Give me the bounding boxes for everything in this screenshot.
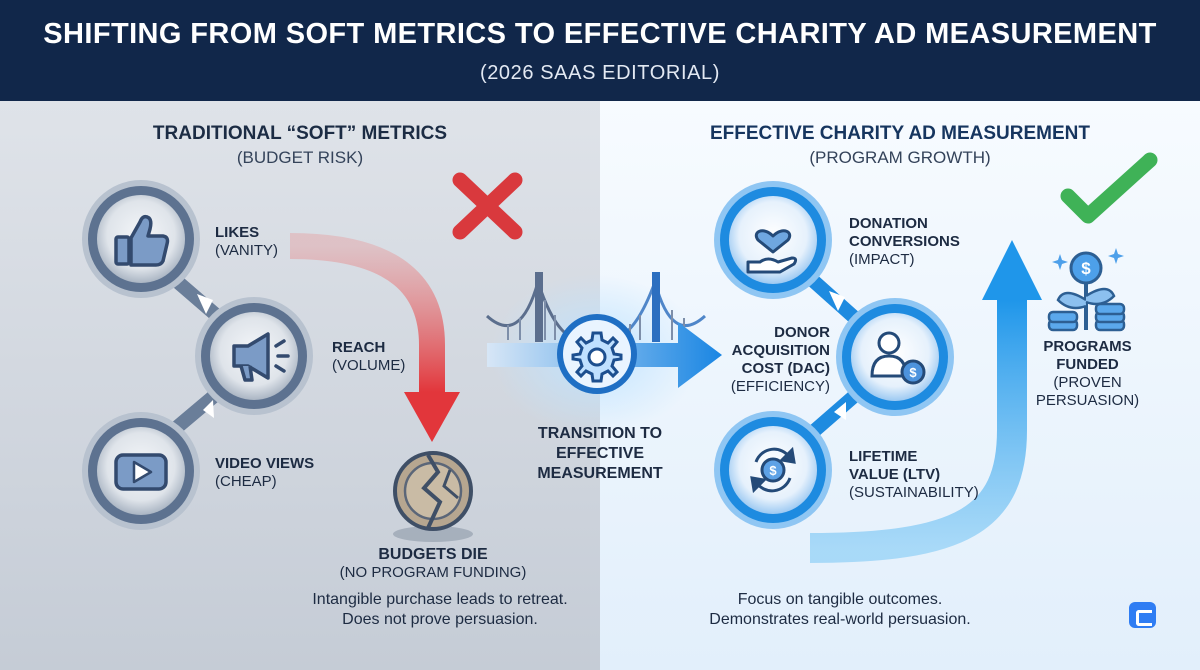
programs-funded-label: PROGRAMS FUNDED (PROVEN PERSUASION) [1030, 338, 1145, 410]
likes-note: (VANITY) [215, 242, 279, 259]
video-views-name: VIDEO VIEWS [215, 455, 315, 472]
money-plant-icon: $ [1047, 248, 1126, 332]
play-icon [114, 453, 168, 491]
likes-label: LIKES (VANITY) [215, 224, 278, 260]
dac-name-line3: COST (DAC) [741, 360, 830, 377]
page-title: SHIFTING FROM SOFT METRICS TO EFFECTIVE … [43, 18, 1157, 50]
programs-name-line1: PROGRAMS [1043, 338, 1132, 355]
video-views-label: VIDEO VIEWS (CHEAP) [215, 455, 314, 491]
video-views-note: (CHEAP) [215, 473, 277, 490]
svg-text:$: $ [909, 365, 917, 380]
effective-subtitle: (PROGRAM GROWTH) [809, 148, 991, 167]
lifetime-value-node: $ [714, 411, 832, 529]
donation-conversions-label: DONATION CONVERSIONS (IMPACT) [849, 215, 960, 269]
connector-arrowhead [197, 294, 213, 314]
transition-line2: EFFECTIVE [555, 445, 644, 462]
reach-note: (VOLUME) [332, 357, 406, 374]
thumbs-up-icon [114, 214, 170, 267]
retreat-arrow [289, 233, 460, 442]
ltv-name-line2: VALUE (LTV) [849, 466, 941, 483]
soft-caption-line1: Intangible purchase leads to retreat. [312, 591, 568, 608]
programs-note-line2: PERSUASION) [1035, 392, 1140, 409]
dac-name-line2: ACQUISITION [731, 342, 830, 359]
donor-dollar-icon: $ [870, 331, 926, 385]
soft-metrics-caption: Intangible purchase leads to retreat. Do… [280, 590, 600, 630]
transition-line3: MEASUREMENT [537, 465, 663, 482]
video-views-node [82, 412, 200, 530]
likes-node [82, 180, 200, 298]
transition-line1: TRANSITION TO [537, 425, 663, 442]
effective-caption-line2: Demonstrates real-world persuasion. [709, 611, 971, 628]
donor-acquisition-node: $ [836, 298, 954, 416]
page-subtitle: (2026 SAAS EDITORIAL) [479, 62, 721, 84]
megaphone-icon [232, 332, 290, 382]
header-banner: SHIFTING FROM SOFT METRICS TO EFFECTIVE … [0, 0, 1200, 101]
programs-note-line1: (PROVEN [1053, 374, 1122, 391]
soft-metrics-title: TRADITIONAL “SOFT” METRICS [152, 123, 448, 144]
ltv-name-line1: LIFETIME [849, 448, 918, 465]
svg-text:$: $ [769, 463, 777, 478]
effective-caption-line1: Focus on tangible outcomes. [737, 591, 943, 608]
programs-name-line2: FUNDED [1056, 356, 1119, 373]
budgets-die-name: BUDGETS DIE [378, 546, 488, 563]
effective-title: EFFECTIVE CHARITY AD MEASUREMENT [709, 123, 1091, 144]
recurring-dollar-icon: $ [750, 446, 796, 494]
effective-caption: Focus on tangible outcomes. Demonstrates… [680, 590, 1000, 630]
red-x-icon [452, 172, 523, 240]
green-check-icon [1060, 152, 1158, 224]
bridge-gear-icon [485, 272, 722, 434]
donation-conversions-node [714, 181, 832, 299]
connector-arrowhead [829, 291, 845, 311]
connector-arrowhead [834, 402, 846, 420]
soft-caption-line2: Does not prove persuasion. [342, 611, 538, 628]
heart-hand-icon [746, 229, 798, 274]
donation-note: (IMPACT) [849, 251, 915, 268]
reach-name: REACH [332, 339, 386, 356]
budgets-die-note: (NO PROGRAM FUNDING) [339, 564, 527, 581]
donation-name-line1: DONATION [849, 215, 928, 232]
growth-arrow [809, 240, 1042, 563]
reach-label: REACH (VOLUME) [332, 339, 405, 375]
ltv-note: (SUSTAINABILITY) [849, 484, 979, 501]
budgets-die-label: BUDGETS DIE (NO PROGRAM FUNDING) [313, 546, 553, 582]
dac-note: (EFFICIENCY) [730, 378, 830, 395]
dac-name-line1: DONOR [774, 324, 830, 341]
donation-name-line2: CONVERSIONS [849, 233, 960, 250]
svg-text:$: $ [1081, 259, 1091, 278]
app-logo-icon[interactable] [1129, 602, 1156, 628]
broken-coin-icon [393, 451, 473, 542]
likes-name: LIKES [215, 224, 260, 241]
transition-label: TRANSITION TO EFFECTIVE MEASUREMENT [510, 424, 690, 484]
soft-metrics-subtitle: (BUDGET RISK) [236, 148, 364, 167]
lifetime-value-label: LIFETIME VALUE (LTV) (SUSTAINABILITY) [849, 448, 979, 502]
connector-arrowhead [203, 400, 214, 418]
donor-acquisition-label: DONOR ACQUISITION COST (DAC) (EFFICIENCY… [718, 324, 830, 396]
reach-node [195, 297, 313, 415]
